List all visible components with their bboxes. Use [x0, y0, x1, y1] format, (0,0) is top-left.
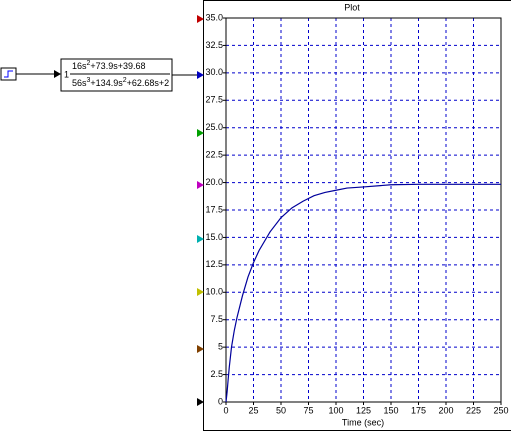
term: 56s: [72, 78, 87, 88]
port: [197, 15, 204, 23]
denominator: 56s3+134.9s2+62.68s+2: [72, 77, 169, 88]
exponent: 2: [87, 60, 91, 67]
plot-area: 0 2.5 5 7.5 10.0 12.5 15.0 17.5 20.0 22.5 25.0 27.5…: [205, 12, 508, 415]
x-tick-label: 125: [356, 405, 371, 415]
y-tick-label: 22.5: [205, 150, 223, 160]
y-tick-label: 27.5: [205, 95, 223, 105]
term: +134.9s: [90, 78, 123, 88]
x-tick-label: 25: [248, 405, 258, 415]
x-tick-label: 250: [493, 405, 508, 415]
port: [197, 181, 204, 189]
y-tick-label: 15.0: [205, 232, 223, 242]
port: [197, 345, 204, 353]
transfer-function-block[interactable]: [60, 58, 173, 92]
arrow: [54, 70, 61, 78]
x-tick-label: 175: [411, 405, 426, 415]
step-icon: [4, 70, 13, 78]
exponent: 2: [123, 77, 127, 84]
x-tick-label: 200: [438, 405, 453, 415]
x-tick-label: 50: [276, 405, 286, 415]
y-tick-label: 17.5: [205, 204, 223, 214]
plot-frame: [225, 17, 502, 403]
y-tick-label: 7.5: [210, 314, 223, 324]
y-tick-label: 30.0: [205, 67, 223, 77]
y-tick-label: 12.5: [205, 259, 223, 269]
port: [197, 398, 204, 406]
term: +62.68s+2: [127, 78, 170, 88]
x-tick-label: 75: [303, 405, 313, 415]
port: [197, 235, 204, 243]
x-tick-label: 150: [383, 405, 398, 415]
gain: 1: [64, 69, 69, 79]
line-series: [225, 183, 501, 403]
y-tick-label: 35.0: [205, 12, 223, 22]
y-tick-label: 5: [218, 342, 223, 352]
x-tick-label: 225: [466, 405, 481, 415]
port: [197, 129, 204, 137]
input-ports: [197, 15, 204, 406]
x-axis-label: Time (sec): [342, 417, 384, 427]
y-tick-label: 10.0: [205, 287, 223, 297]
y-tick-label: 32.5: [205, 40, 223, 50]
numerator: 16s2+73.9s+39.68: [72, 60, 145, 71]
y-tick-label: 20.0: [205, 177, 223, 187]
port: [197, 288, 204, 296]
x-tick-label: 0: [223, 405, 228, 415]
term: 16s: [72, 61, 87, 71]
term: +73.9s+39.68: [90, 61, 145, 71]
x-tick-label: 100: [328, 405, 343, 415]
exponent: 3: [87, 77, 91, 84]
port: [197, 71, 204, 79]
y-tick-label: 0: [218, 396, 223, 406]
y-tick-label: 25.0: [205, 122, 223, 132]
y-tick-label: 2.5: [210, 369, 223, 379]
chart-title: Plot: [344, 2, 360, 12]
